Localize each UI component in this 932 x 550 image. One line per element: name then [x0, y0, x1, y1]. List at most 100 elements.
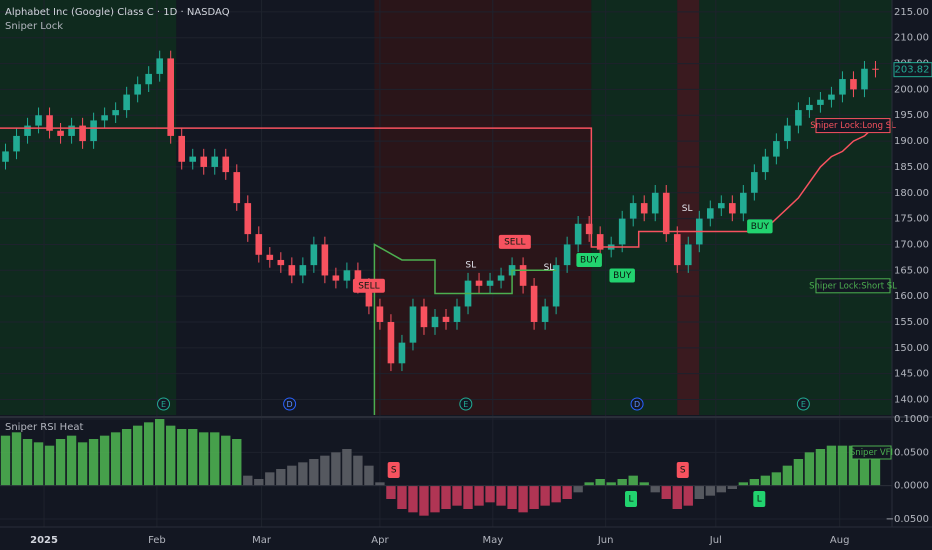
- stop-line: [0, 125, 876, 248]
- histogram-bar: [44, 445, 55, 486]
- x-tick-label: Jun: [597, 535, 614, 546]
- candle-body: [596, 234, 604, 250]
- event-label: E: [463, 400, 468, 409]
- legend-entry: Sniper Lock:Long SL: [810, 121, 896, 131]
- histogram-bar: [11, 432, 22, 486]
- candle-body: [497, 275, 505, 281]
- histogram-bar: [672, 485, 682, 509]
- candle-body: [288, 265, 296, 276]
- x-tick-label: 2025: [30, 535, 58, 546]
- histogram-bar: [606, 482, 616, 486]
- candle-body: [817, 99, 824, 105]
- axes: 140.00 145.00 150.00 155.00 160.00 165.00 170.…: [30, 7, 932, 546]
- signal-label: BUY: [751, 222, 770, 232]
- histogram-bar: [232, 439, 242, 486]
- candle-body: [872, 68, 879, 70]
- candle-body: [651, 192, 659, 214]
- histogram-bar: [595, 479, 605, 486]
- histogram-bar: [870, 445, 881, 486]
- histogram-bar: [617, 479, 627, 486]
- histogram-bar: [66, 435, 77, 486]
- candle-body: [706, 208, 714, 219]
- chart-subtitle: Sniper Lock: [5, 21, 63, 32]
- y-tick-label: −0.0500: [886, 514, 929, 525]
- y-tick-label: 200.00: [894, 84, 929, 95]
- y-tick-label: 195.00: [894, 110, 929, 121]
- indicator-signal-label: S: [680, 466, 686, 476]
- histogram-bar: [121, 429, 132, 486]
- candle-body: [861, 68, 868, 90]
- candle-body: [673, 234, 681, 266]
- histogram-bar: [452, 485, 462, 506]
- histogram-bar: [738, 482, 749, 486]
- histogram-bar: [188, 429, 198, 486]
- indicator-signal-box: [625, 491, 638, 507]
- candle-body: [200, 156, 208, 167]
- candle-body: [255, 234, 263, 255]
- histogram-bar: [496, 485, 506, 506]
- histogram-bar: [859, 445, 870, 486]
- y-tick-label: 215.00: [894, 7, 929, 18]
- signal-box: [498, 234, 531, 249]
- histogram-bar: [309, 459, 319, 486]
- indicator-label: Sniper VFI: [850, 448, 893, 458]
- histogram-bar: [562, 485, 572, 499]
- y-tick-label: 0.0500: [894, 447, 929, 458]
- histogram-bar: [110, 432, 121, 486]
- candle-body: [552, 265, 560, 307]
- signal-box: [352, 278, 385, 293]
- candle-body: [563, 244, 571, 266]
- histogram-bar: [639, 482, 649, 486]
- event-label: E: [801, 400, 806, 409]
- histogram-bar: [804, 452, 815, 486]
- histogram-bar: [276, 469, 286, 486]
- y-tick-label: 0.0000: [894, 481, 929, 492]
- series-label-box: [815, 278, 891, 294]
- histogram-bar: [749, 479, 760, 486]
- candle-body: [244, 203, 252, 235]
- candle-body: [585, 223, 593, 235]
- candle-body: [762, 156, 769, 173]
- histogram-bar: [353, 455, 363, 486]
- signal-box: [609, 268, 635, 283]
- event-marker: [630, 397, 644, 411]
- candle-body: [475, 280, 483, 286]
- candle-body: [189, 156, 197, 162]
- candle-body: [343, 270, 351, 281]
- histogram-bar: [430, 485, 440, 513]
- candle-body: [90, 120, 97, 142]
- candle-body: [321, 244, 329, 276]
- histogram-bar: [551, 485, 561, 503]
- candle-body: [233, 172, 241, 204]
- indicator-signal-label: L: [628, 495, 633, 505]
- candle-body: [112, 110, 119, 116]
- histogram-bar: [727, 485, 738, 489]
- histogram-bar: [177, 429, 187, 486]
- last-price-tag: [893, 62, 932, 78]
- chart-title: Alphabet Inc (Google) Class C · 1D · NAS…: [5, 7, 230, 18]
- candle-body: [123, 94, 130, 111]
- histogram-bar: [628, 475, 638, 486]
- event-label: D: [634, 400, 640, 409]
- candle-body: [409, 306, 417, 343]
- indicator-signal-box: [753, 491, 766, 507]
- histogram-bar: [154, 419, 165, 486]
- histogram-bar: [88, 439, 99, 486]
- candle-body: [530, 285, 538, 322]
- zone: [0, 0, 177, 415]
- candle-body: [773, 141, 780, 157]
- y-tick-label: 210.00: [894, 33, 929, 44]
- signal-label: SL: [465, 261, 476, 271]
- zones: [0, 0, 892, 415]
- candle-body: [486, 280, 494, 286]
- stop-line: [373, 243, 557, 415]
- histogram-bar: [375, 482, 385, 486]
- candle-body: [35, 115, 42, 126]
- event-label: D: [287, 400, 293, 409]
- candle-body: [24, 125, 31, 136]
- histogram-bar: [0, 435, 11, 486]
- candle-body: [2, 151, 9, 162]
- indicator-signal-box: [676, 462, 689, 478]
- candle-body: [618, 218, 626, 245]
